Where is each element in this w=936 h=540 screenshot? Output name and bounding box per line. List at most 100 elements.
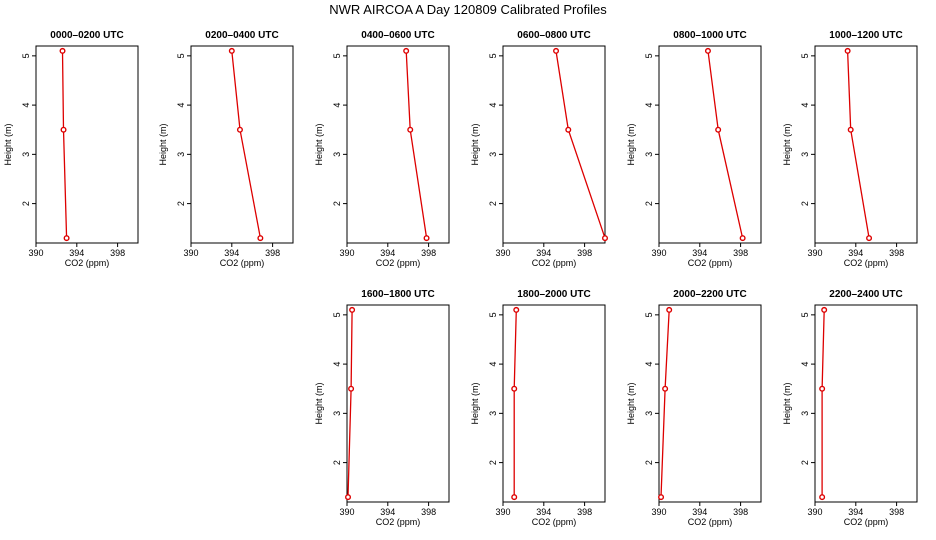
data-point	[257, 235, 264, 242]
data-point	[666, 306, 673, 313]
data-point	[345, 494, 352, 501]
y-axis-label: Height (m)	[314, 382, 324, 424]
panel-title: 2000–2200 UTC	[673, 289, 746, 300]
y-axis-label: Height (m)	[470, 123, 480, 165]
y-tick-label: 2	[800, 201, 810, 206]
data-point	[403, 47, 410, 54]
x-axis-label: CO2 (ppm)	[376, 517, 421, 527]
panel-title: 2200–2400 UTC	[829, 289, 902, 300]
y-tick-label: 5	[332, 312, 342, 317]
y-axis-label: Height (m)	[158, 123, 168, 165]
panel-title: 1000–1200 UTC	[829, 30, 902, 41]
y-tick-label: 5	[644, 312, 654, 317]
y-axis-label: Height (m)	[782, 382, 792, 424]
data-point	[349, 306, 356, 313]
profile-line	[347, 309, 353, 498]
profile-line	[61, 50, 68, 239]
data-point	[63, 235, 70, 242]
y-tick-label: 5	[800, 53, 810, 58]
data-point	[228, 47, 235, 54]
y-tick-label: 3	[332, 152, 342, 157]
data-point	[819, 494, 826, 501]
x-axis-label: CO2 (ppm)	[532, 517, 577, 527]
panel-title: 0000–0200 UTC	[50, 30, 123, 41]
plot-frame	[658, 304, 762, 503]
y-tick-label: 3	[800, 411, 810, 416]
y-tick-label: 2	[176, 201, 186, 206]
data-point	[59, 47, 66, 54]
plot-frame	[814, 45, 918, 244]
y-tick-label: 4	[800, 103, 810, 108]
x-axis-label: CO2 (ppm)	[532, 258, 577, 268]
y-tick-label: 3	[488, 152, 498, 157]
data-point	[553, 47, 560, 54]
data-point	[236, 126, 243, 133]
y-tick-label: 2	[332, 201, 342, 206]
y-tick-label: 5	[332, 53, 342, 58]
y-tick-label: 2	[800, 460, 810, 465]
y-tick-label: 3	[176, 152, 186, 157]
y-tick-label: 3	[800, 152, 810, 157]
data-point	[423, 235, 430, 242]
panel-title: 0600–0800 UTC	[517, 30, 590, 41]
x-axis-label: CO2 (ppm)	[688, 258, 733, 268]
y-tick-label: 2	[644, 460, 654, 465]
x-tick-label: 394	[224, 248, 239, 258]
data-point	[866, 235, 873, 242]
y-axis-label: Height (m)	[782, 123, 792, 165]
plot-frame	[346, 45, 450, 244]
data-point	[662, 385, 669, 392]
x-tick-label: 394	[536, 248, 551, 258]
x-tick-label: 394	[848, 507, 863, 517]
data-point	[821, 306, 828, 313]
y-tick-label: 4	[644, 362, 654, 367]
x-tick-label: 398	[733, 248, 748, 258]
panel-title: 0400–0600 UTC	[361, 30, 434, 41]
y-axis-label: Height (m)	[314, 123, 324, 165]
y-tick-label: 4	[332, 362, 342, 367]
x-tick-label: 390	[339, 507, 354, 517]
x-tick-label: 390	[183, 248, 198, 258]
chart-title: NWR AIRCOA A Day 120809 Calibrated Profi…	[329, 2, 607, 17]
y-tick-label: 3	[644, 152, 654, 157]
plot-frame	[814, 304, 918, 503]
x-tick-label: 394	[692, 507, 707, 517]
y-tick-label: 2	[644, 201, 654, 206]
x-tick-label: 394	[380, 507, 395, 517]
x-tick-label: 394	[69, 248, 84, 258]
y-tick-label: 4	[332, 103, 342, 108]
y-axis-label: Height (m)	[470, 382, 480, 424]
plot-frame	[502, 45, 606, 244]
y-tick-label: 5	[644, 53, 654, 58]
x-tick-label: 390	[339, 248, 354, 258]
profile-line	[821, 309, 825, 498]
data-point	[715, 126, 722, 133]
x-tick-label: 394	[848, 248, 863, 258]
x-tick-label: 390	[807, 507, 822, 517]
data-point	[819, 385, 826, 392]
y-tick-label: 5	[21, 53, 31, 58]
panel-title: 1600–1800 UTC	[361, 289, 434, 300]
data-point	[602, 235, 609, 242]
data-point	[407, 126, 414, 133]
panel-title: 1800–2000 UTC	[517, 289, 590, 300]
profile-line	[707, 50, 744, 239]
x-tick-label: 390	[28, 248, 43, 258]
x-tick-label: 394	[692, 248, 707, 258]
panel-title: 0800–1000 UTC	[673, 30, 746, 41]
x-axis-label: CO2 (ppm)	[65, 258, 110, 268]
data-point	[704, 47, 711, 54]
x-tick-label: 398	[577, 507, 592, 517]
x-axis-label: CO2 (ppm)	[844, 517, 889, 527]
y-axis-label: Height (m)	[626, 382, 636, 424]
y-axis-label: Height (m)	[626, 123, 636, 165]
y-tick-label: 2	[488, 201, 498, 206]
profile-line	[660, 309, 670, 498]
